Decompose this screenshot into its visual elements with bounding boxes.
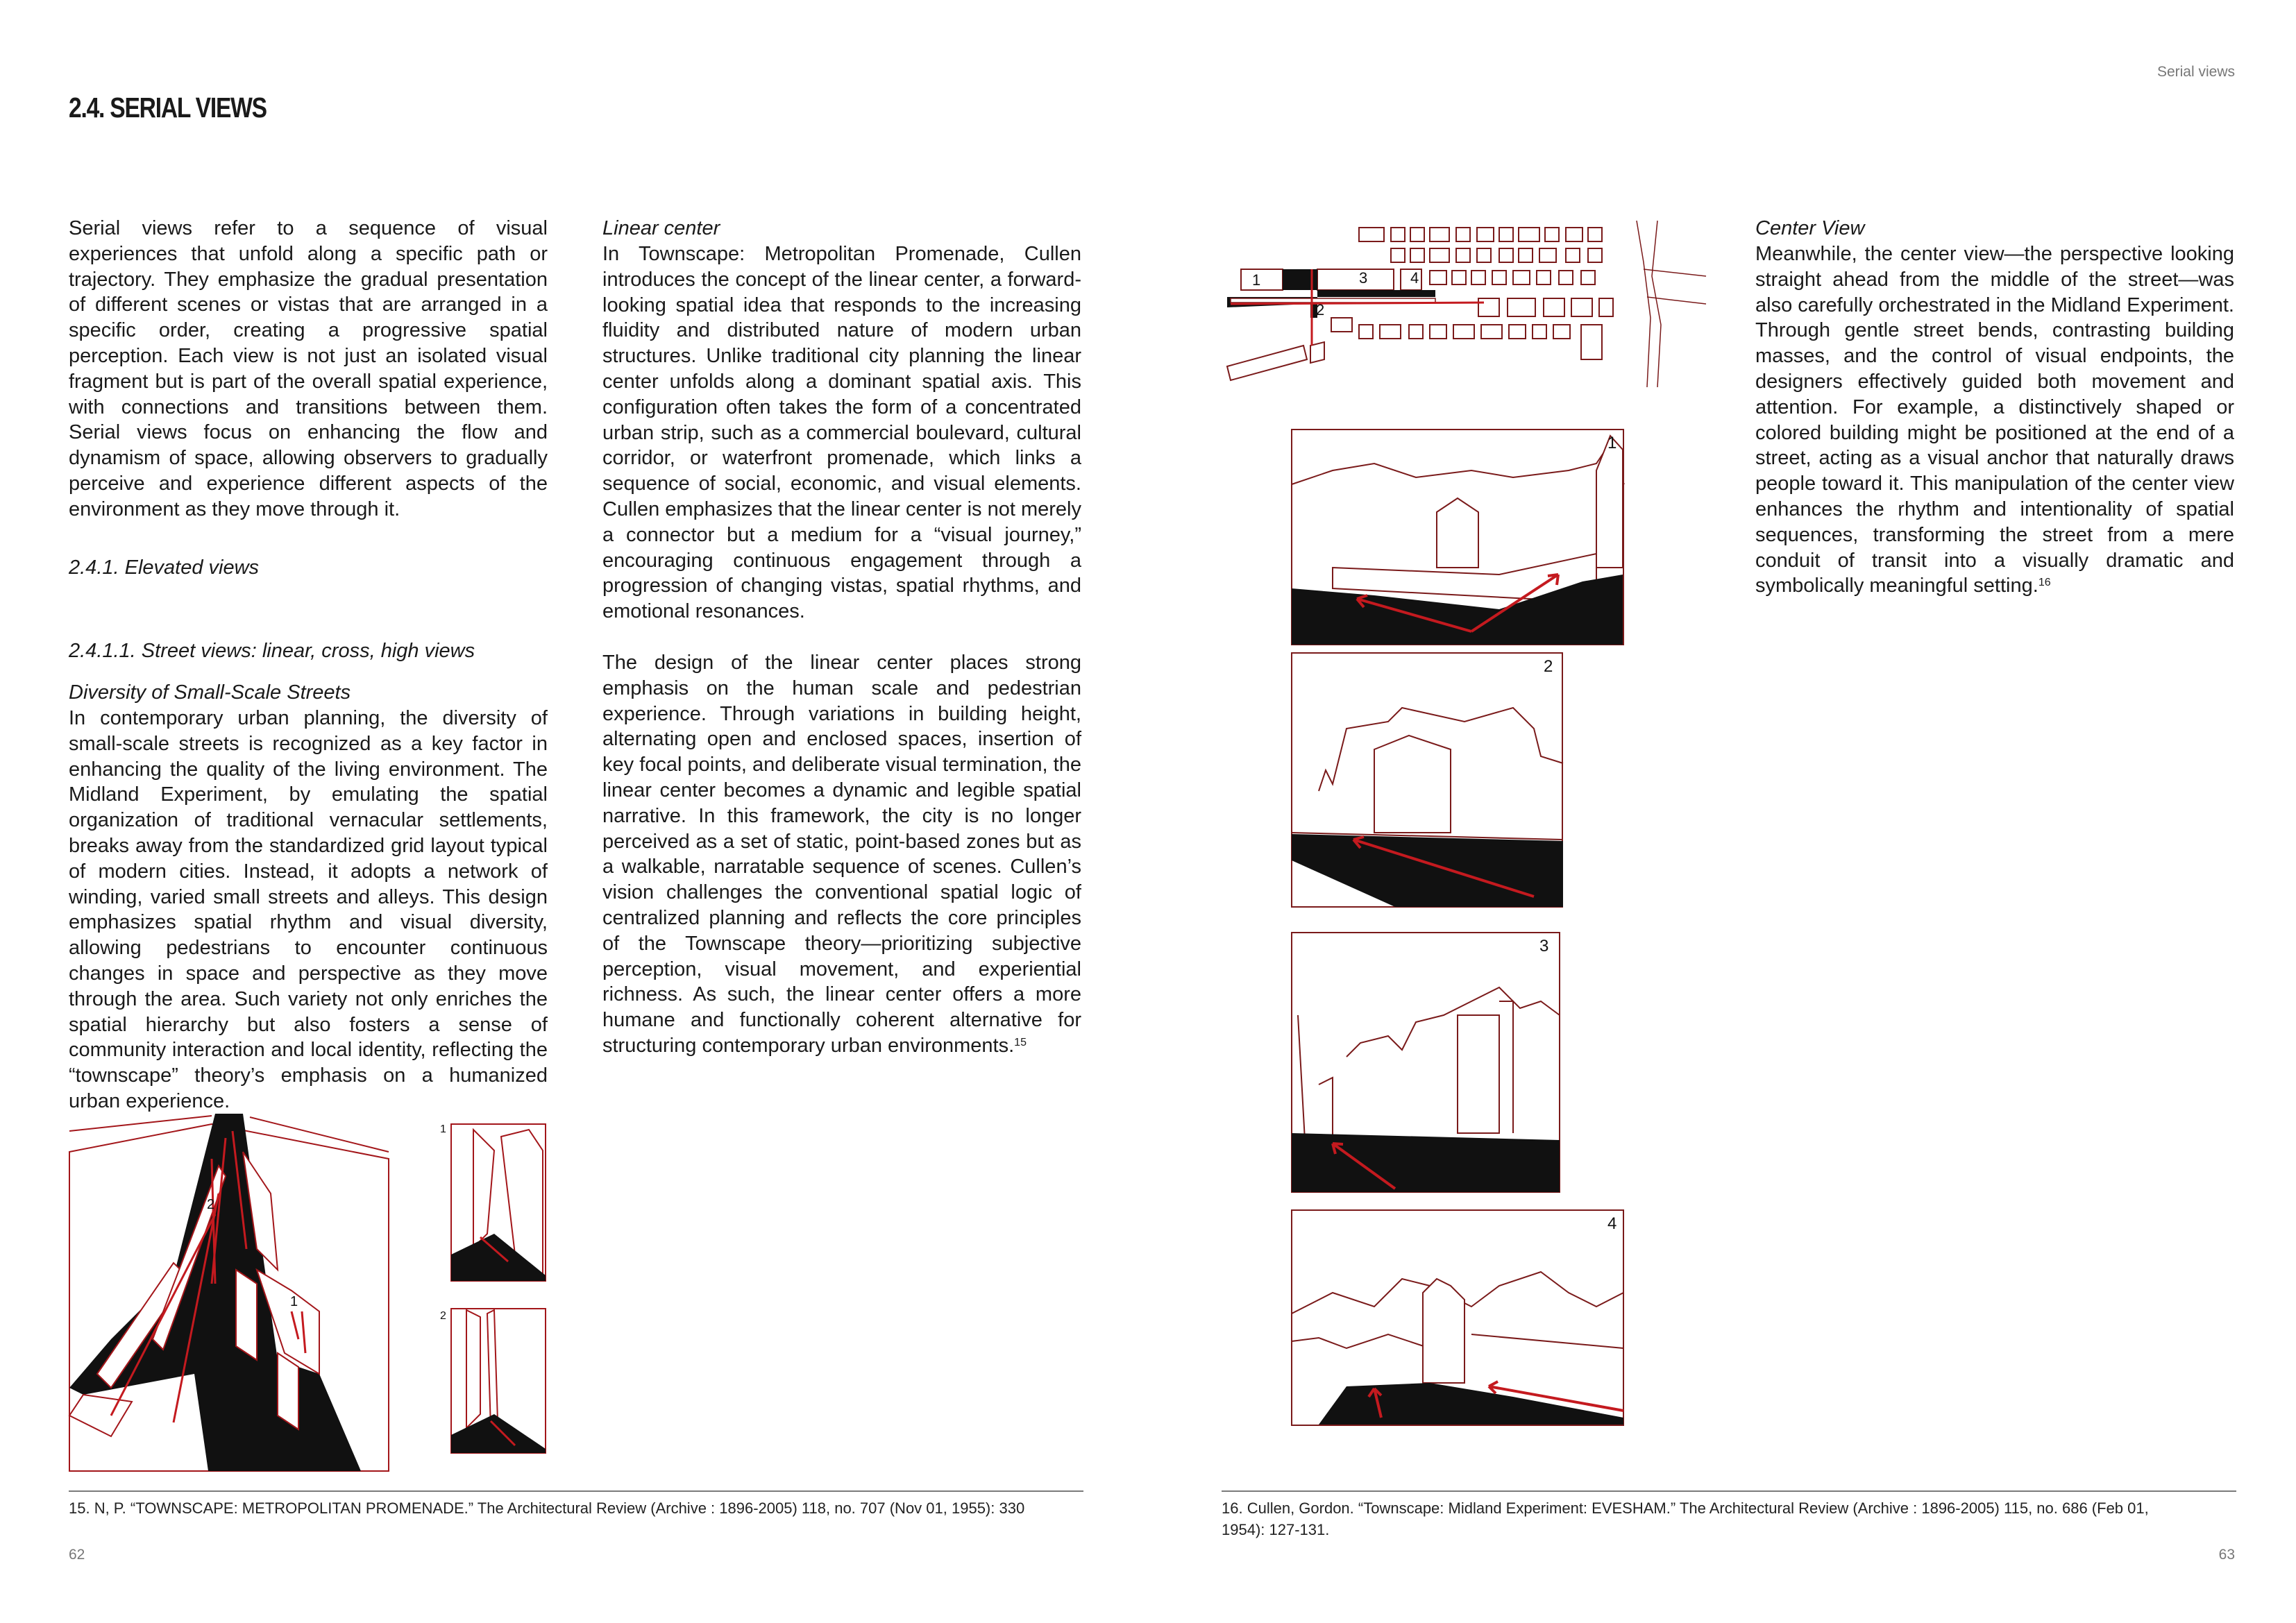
- small-streets-paragraph: In contemporary urban planning, the dive…: [69, 707, 548, 1112]
- sequence-view-4: 4: [1291, 1209, 1624, 1426]
- small-view-label-1: 1: [440, 1123, 446, 1135]
- plan-label-1: 1: [1252, 271, 1260, 289]
- section-title: 2.4. SERIAL VIEWS: [69, 92, 267, 124]
- subheading-elevated-views: 2.4.1. Elevated views: [69, 556, 260, 579]
- running-head: Serial views: [2156, 64, 2235, 80]
- subheading-street-views: 2.4.1.1. Street views: linear, cross, hi…: [69, 640, 475, 662]
- sequence-label-4: 4: [1607, 1214, 1617, 1233]
- sequence-view-1: 1: [1291, 429, 1625, 645]
- sequence-label-1: 1: [1607, 434, 1617, 452]
- page-number-left: 62: [69, 1547, 85, 1563]
- aerial-street-figure: 2 1: [68, 1114, 389, 1472]
- site-plan-figure: 1 3 4 2: [1226, 220, 1707, 388]
- linear-center-paragraph-2-text: The design of the linear center places s…: [602, 652, 1081, 1057]
- intro-paragraph: Serial views refer to a sequence of visu…: [69, 217, 548, 520]
- footnote-ref-16[interactable]: 16: [2038, 577, 2051, 589]
- footnote-rule-left: [69, 1490, 1083, 1492]
- footnote-rule-right: [1222, 1490, 2236, 1492]
- footnote-16-line-2: 1954): 127-131.: [1222, 1521, 1330, 1538]
- center-view-heading: Center View: [1755, 217, 1865, 239]
- small-views-figure: 1 2: [440, 1123, 546, 1454]
- footnote-ref-15[interactable]: 15: [1014, 1036, 1027, 1048]
- sequence-view-3: 3: [1291, 932, 1560, 1193]
- linear-center-heading: Linear center: [602, 217, 720, 239]
- plan-label-2: 2: [1316, 301, 1324, 318]
- sequence-view-2: 2: [1291, 652, 1564, 908]
- linear-center-paragraph-1: In Townscape: Metropolitan Promenade, Cu…: [602, 243, 1081, 623]
- footnote-15: 15. N, P. “TOWNSCAPE: METROPOLITAN PROME…: [69, 1499, 1025, 1517]
- aerial-label-1: 1: [290, 1294, 298, 1309]
- small-view-label-2: 2: [440, 1310, 446, 1322]
- plan-label-3: 3: [1359, 269, 1367, 287]
- sequence-label-3: 3: [1539, 937, 1548, 955]
- plan-label-4: 4: [1410, 269, 1419, 287]
- footnote-16-line-1: 16. Cullen, Gordon. “Townscape: Midland …: [1222, 1499, 2149, 1517]
- subheading-small-streets: Diversity of Small-Scale Streets: [69, 681, 351, 704]
- center-view-paragraph-text: Meanwhile, the center view—the perspecti…: [1755, 243, 2234, 597]
- aerial-label-2: 2: [207, 1197, 214, 1212]
- center-view-paragraph: Meanwhile, the center view—the perspecti…: [1755, 241, 2234, 599]
- linear-center-paragraph-2: The design of the linear center places s…: [602, 650, 1081, 1059]
- sequence-label-2: 2: [1544, 657, 1553, 676]
- page-number-right: 63: [2218, 1547, 2235, 1563]
